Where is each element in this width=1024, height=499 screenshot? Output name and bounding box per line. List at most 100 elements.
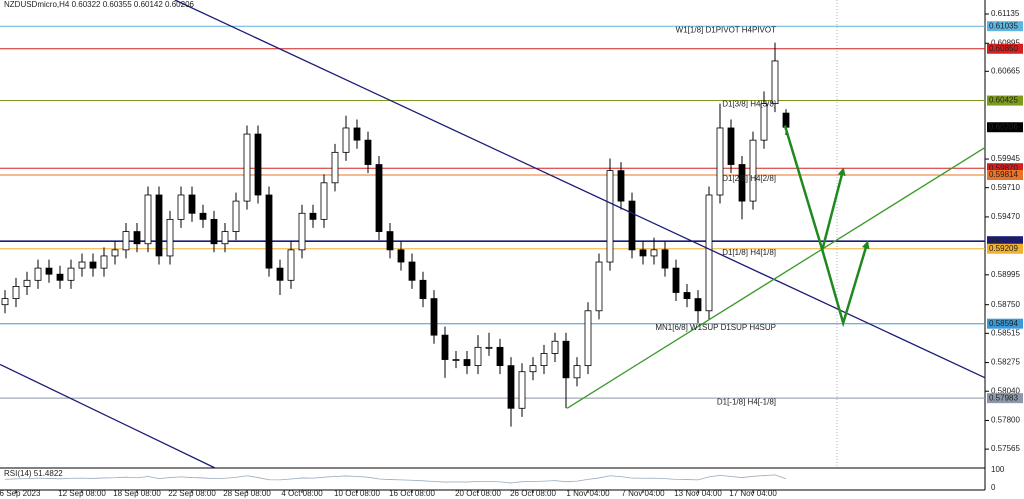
candle-body bbox=[397, 249, 405, 263]
candle-body bbox=[771, 60, 779, 104]
price-box-label: 0.61035 bbox=[989, 21, 1018, 30]
price-box-label: 0.60425 bbox=[989, 96, 1018, 105]
candle-body bbox=[705, 194, 713, 312]
price-box-label: 0.57983 bbox=[989, 393, 1018, 402]
candle-body bbox=[56, 273, 64, 281]
candle-body bbox=[683, 292, 691, 299]
candle-body bbox=[408, 261, 416, 281]
x-tick-label: 17 Nov 04:00 bbox=[729, 489, 777, 498]
x-tick-label: 10 Oct 08:00 bbox=[334, 489, 380, 498]
price-box-label: 0.60850 bbox=[989, 44, 1018, 53]
candle-body bbox=[100, 255, 108, 269]
candle-body bbox=[584, 310, 592, 367]
candle-body bbox=[342, 127, 350, 153]
symbol: NZDUSDmicro,H4 bbox=[4, 0, 70, 9]
rsi-title: RSI(14) 51.4822 bbox=[4, 469, 63, 478]
candle-body bbox=[45, 267, 53, 275]
candle-body bbox=[551, 340, 559, 354]
x-tick-label: 28 Sep 08:00 bbox=[223, 489, 271, 498]
chart-header: NZDUSDmicro,H4 0.60322 0.60355 0.60142 0… bbox=[4, 0, 195, 9]
rsi-name: RSI(14) bbox=[4, 469, 32, 478]
current-price-label: 0.60206 bbox=[989, 122, 1018, 131]
candle-body bbox=[210, 218, 218, 245]
candle-body bbox=[199, 212, 207, 220]
candle-body bbox=[463, 359, 471, 367]
price-box-label: 0.59870 bbox=[989, 163, 1018, 172]
candle-body bbox=[287, 249, 295, 281]
candle-body bbox=[727, 127, 735, 165]
y-tick-label: 0.59470 bbox=[991, 212, 1020, 221]
x-tick-label: 1 Nov 04:00 bbox=[566, 489, 610, 498]
candle-body bbox=[122, 231, 130, 251]
header-high: 0.60355 bbox=[103, 0, 132, 9]
candle-body bbox=[144, 194, 152, 245]
candle-body bbox=[23, 279, 31, 287]
header-open: 0.60322 bbox=[72, 0, 101, 9]
price-box bbox=[987, 21, 1023, 32]
candle-body bbox=[364, 139, 372, 165]
x-tick-label: 4 Oct 08:00 bbox=[281, 489, 323, 498]
candle-body bbox=[331, 151, 339, 184]
level-label: D1[3/8] H4[3/8] bbox=[722, 100, 776, 109]
y-tick-label: 0.60665 bbox=[991, 66, 1020, 75]
candle-body bbox=[78, 261, 86, 269]
trend-line bbox=[566, 146, 986, 409]
candle-body bbox=[518, 371, 526, 409]
candle-body bbox=[1, 298, 9, 306]
candle-body bbox=[562, 340, 570, 379]
x-tick-label: 26 Oct 08:00 bbox=[510, 489, 556, 498]
rsi-tick-label: 0 bbox=[991, 483, 996, 492]
candle-body bbox=[496, 346, 504, 367]
candle-body bbox=[386, 231, 394, 251]
price-box-label: 0.59814 bbox=[989, 170, 1018, 179]
price-box bbox=[987, 43, 1023, 54]
candle-body bbox=[452, 359, 460, 361]
price-box bbox=[987, 95, 1023, 106]
level-label: MN1[6/8] W1SUP D1SUP H4SUP bbox=[655, 323, 776, 332]
y-tick-label: 0.58040 bbox=[991, 386, 1020, 395]
candle-body bbox=[276, 267, 284, 281]
candle-body bbox=[606, 170, 614, 263]
price-box bbox=[987, 243, 1023, 254]
candle-body bbox=[628, 200, 636, 251]
candle-body bbox=[254, 133, 262, 196]
header-close: 0.60206 bbox=[165, 0, 194, 9]
x-tick-label: 7 Nov 04:00 bbox=[621, 489, 665, 498]
trend-line bbox=[0, 363, 216, 469]
candle-body bbox=[441, 334, 449, 360]
candle-body bbox=[177, 194, 185, 220]
candle-body bbox=[133, 231, 141, 245]
candle-body bbox=[34, 267, 42, 281]
price-box-label: 0.58594 bbox=[989, 319, 1018, 328]
rsi-line bbox=[4, 474, 787, 484]
candle-body bbox=[309, 212, 317, 220]
x-tick-label: 22 Sep 08:00 bbox=[168, 489, 216, 498]
candle-body bbox=[782, 112, 790, 128]
y-tick-label: 0.60895 bbox=[991, 38, 1020, 47]
y-tick-label: 0.61135 bbox=[991, 9, 1020, 18]
y-tick-label: 0.58275 bbox=[991, 358, 1020, 367]
y-tick-label: 0.57565 bbox=[991, 444, 1020, 453]
forecast-arrow bbox=[821, 240, 870, 328]
rsi-value: 51.4822 bbox=[34, 469, 63, 478]
price-box bbox=[987, 163, 1023, 174]
candle-body bbox=[430, 298, 438, 336]
level-label: W1[1/8] D1PIVOT H4PIVOT bbox=[676, 25, 776, 34]
candle-body bbox=[749, 139, 757, 202]
candle-body bbox=[353, 127, 361, 141]
candle-body bbox=[166, 218, 174, 257]
candle-body bbox=[485, 346, 493, 349]
price-box bbox=[987, 170, 1023, 181]
candle-body bbox=[89, 261, 97, 269]
x-tick-label: 13 Nov 04:00 bbox=[674, 489, 722, 498]
current-price-box bbox=[987, 122, 1023, 133]
candle-body bbox=[738, 164, 746, 202]
candle-body bbox=[12, 286, 20, 299]
candle-body bbox=[298, 212, 306, 251]
y-tick-label: 0.57800 bbox=[991, 416, 1020, 425]
candle-body bbox=[67, 267, 75, 281]
candle-body bbox=[375, 164, 383, 232]
candle-body bbox=[650, 249, 658, 257]
candle-body bbox=[265, 194, 273, 269]
